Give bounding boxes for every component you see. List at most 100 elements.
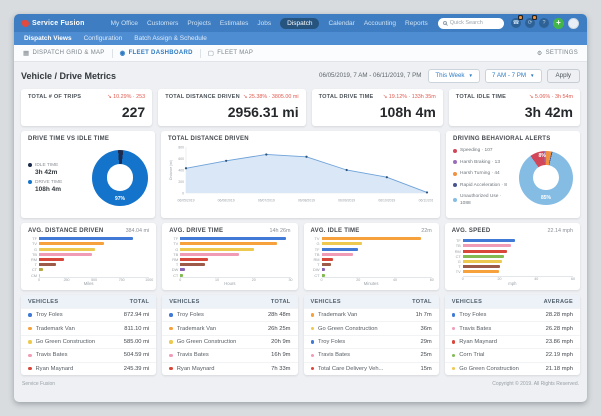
bar-x-axis: 0 20 40 60 bbox=[462, 275, 575, 281]
bar-row-label: TB bbox=[173, 251, 179, 257]
nav-item-jobs[interactable]: Jobs bbox=[257, 19, 272, 27]
row-value: 20h 9m bbox=[271, 338, 291, 345]
bar bbox=[39, 242, 105, 246]
nav-item-projects[interactable]: Projects bbox=[187, 19, 211, 27]
bar-row-label: TV bbox=[32, 241, 37, 247]
table-header: VEHICLES AVERAGE bbox=[444, 295, 580, 308]
axis-tick: 750 bbox=[118, 278, 125, 283]
table-column-vehicles: VEHICLES bbox=[451, 298, 483, 305]
bar-row-label: TV bbox=[314, 236, 320, 242]
bar-row: TF bbox=[452, 238, 573, 243]
kpi-card-total-of-trips: TOTAL # OF TRIPS ↘ 10.29% · 253 227 bbox=[21, 89, 153, 126]
bar bbox=[462, 259, 502, 263]
bar-row-label: RM bbox=[454, 248, 461, 254]
hours-dropdown[interactable]: 7 AM - 7 PM ▼ bbox=[485, 68, 542, 83]
nav-item-customers[interactable]: Customers bbox=[146, 19, 179, 27]
create-new-button[interactable]: + bbox=[553, 17, 564, 29]
bar-row: DW bbox=[311, 267, 432, 272]
svg-text:06/10/2019: 06/10/2019 bbox=[378, 199, 395, 203]
vehicle-name: Trademark Van bbox=[35, 325, 75, 332]
settings-label: SETTINGS bbox=[545, 50, 578, 56]
avatar[interactable] bbox=[568, 17, 579, 29]
nav-item-reports[interactable]: Reports bbox=[405, 19, 428, 27]
bar bbox=[462, 244, 512, 248]
period-dropdown[interactable]: This Week ▼ bbox=[428, 68, 480, 83]
kpi-value: 2956.31 mi bbox=[227, 104, 299, 120]
donut-legend: Speeding · 107 Harsh Braking · 13 Harsh Tu… bbox=[453, 147, 513, 208]
bar bbox=[39, 237, 133, 241]
table-column-vehicles: VEHICLES bbox=[169, 298, 200, 305]
legend-dot-icon bbox=[453, 148, 457, 153]
bar-row: RM bbox=[311, 257, 432, 262]
nav-item-estimates[interactable]: Estimates bbox=[219, 19, 249, 27]
tab-label: FLEET DASHBOARD bbox=[128, 50, 193, 56]
bar-track bbox=[462, 265, 573, 269]
settings-button[interactable]: ⚙ SETTINGS bbox=[537, 50, 578, 57]
nav-item-my-office[interactable]: My Office bbox=[110, 19, 138, 27]
table-row: Travis Bates 16h 9m bbox=[162, 348, 298, 361]
bar-row-label: T bbox=[317, 262, 320, 268]
vehicle-name: Go Green Construction bbox=[176, 338, 237, 345]
nav-item-calendar[interactable]: Calendar bbox=[328, 19, 355, 27]
apply-button[interactable]: Apply bbox=[546, 68, 580, 83]
bar bbox=[321, 252, 353, 256]
sync-icon[interactable]: ⟳ bbox=[525, 15, 537, 28]
row-color-dot-icon bbox=[169, 366, 173, 371]
bar-row-label: CT bbox=[314, 272, 320, 278]
avg-bar-charts-row: AVG. DISTANCE DRIVEN 384.04 mi TF TV G TB RM T C… bbox=[21, 223, 580, 290]
bar-rows: TV G TF TB RM T DW CT bbox=[311, 236, 432, 278]
nav-item-accounting[interactable]: Accounting bbox=[363, 19, 397, 27]
bar bbox=[180, 237, 287, 241]
card-title: AVG. SPEED bbox=[451, 228, 491, 234]
card-title: AVG. DISTANCE DRIVEN bbox=[28, 228, 104, 234]
row-value: 504.59 mi bbox=[123, 352, 150, 359]
footer-copyright: Copyright © 2019. All Rights Reserved. bbox=[492, 380, 579, 387]
bar-row: RM bbox=[452, 248, 573, 254]
row-color-dot-icon bbox=[310, 326, 314, 331]
vehicle-name: Travis Bates bbox=[35, 352, 68, 359]
row-value: 21.18 mph bbox=[545, 365, 573, 372]
help-icon[interactable]: ? bbox=[539, 18, 549, 28]
subnav-item-configuration[interactable]: Configuration bbox=[83, 35, 123, 42]
bar-row-label: TF bbox=[314, 246, 320, 252]
subnav-item-dispatch-views[interactable]: Dispatch Views bbox=[24, 35, 72, 42]
bar bbox=[321, 237, 421, 241]
table-column-value: TOTAL bbox=[412, 298, 432, 305]
subnav-item-batch-assign-schedule[interactable]: Batch Assign & Schedule bbox=[134, 35, 207, 42]
phone-icon[interactable]: ☎ bbox=[511, 15, 523, 28]
nav-item-dispatch[interactable]: Dispatch bbox=[280, 17, 320, 29]
bar bbox=[462, 265, 501, 269]
kpi-delta: ↘ 19.12% · 133h 35m bbox=[382, 94, 436, 100]
card-title: AVG. DRIVE TIME bbox=[169, 228, 224, 234]
bar bbox=[321, 268, 326, 272]
kpi-value: 108h 4m bbox=[379, 104, 436, 120]
kpi-value: 3h 42m bbox=[524, 104, 573, 120]
table-column-vehicles: VEHICLES bbox=[28, 298, 59, 305]
search-input[interactable]: Quick Search bbox=[437, 17, 504, 29]
table-row: Troy Foles 28h 48m bbox=[162, 308, 298, 321]
bar-row: TB bbox=[169, 251, 290, 257]
kpi-label: TOTAL # OF TRIPS bbox=[28, 94, 82, 100]
vehicle-name: Go Green Construction bbox=[35, 338, 96, 345]
vehicle-name: Travis Bates bbox=[176, 352, 209, 359]
notification-badge bbox=[532, 15, 537, 20]
bar-row: G bbox=[28, 247, 149, 252]
bar bbox=[462, 239, 515, 243]
bar-row-label: TV bbox=[173, 241, 179, 247]
row-value: 585.00 mi bbox=[123, 338, 150, 345]
kpi-label: TOTAL DISTANCE DRIVEN bbox=[165, 94, 240, 100]
chevron-down-icon: ▼ bbox=[530, 73, 535, 78]
axis-tick: 0 bbox=[320, 278, 323, 283]
bar-row: T bbox=[452, 264, 573, 269]
tab-fleet-map[interactable]: ▢ FLEET MAP bbox=[208, 49, 253, 57]
hours-value: 7 AM - 7 PM bbox=[492, 72, 527, 79]
brand[interactable]: Service Fusion bbox=[22, 19, 85, 27]
bar-row: TF bbox=[28, 236, 149, 241]
tab-dispatch-grid-map[interactable]: ▦ DISPATCH GRID & MAP bbox=[23, 49, 105, 57]
kpi-delta: ↘ 25.38% · 3805.00 mi bbox=[242, 94, 299, 100]
table-column-value: AVERAGE bbox=[543, 298, 573, 305]
bar-track bbox=[180, 252, 290, 257]
tab-fleet-dashboard[interactable]: ◉ FLEET DASHBOARD bbox=[120, 49, 193, 57]
bar-track bbox=[180, 247, 290, 251]
